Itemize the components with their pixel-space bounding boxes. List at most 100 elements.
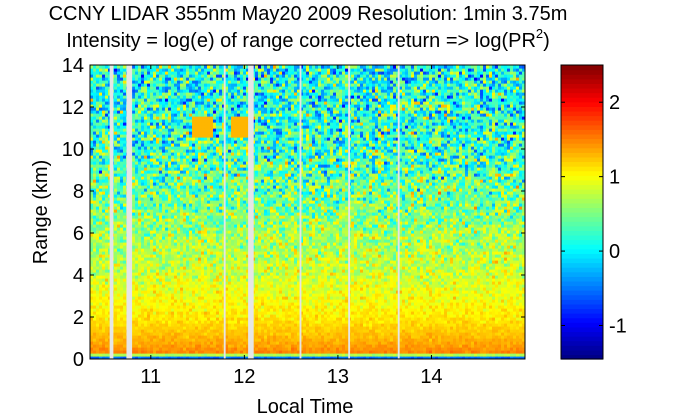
heatmap-cell xyxy=(450,317,454,321)
heatmap-cell xyxy=(252,302,256,306)
heatmap-cell xyxy=(156,320,160,324)
heatmap-cell xyxy=(240,311,244,315)
heatmap-cell xyxy=(429,341,433,345)
heatmap-cell xyxy=(180,344,184,348)
heatmap-cell xyxy=(132,353,136,357)
heatmap-cell xyxy=(150,296,154,300)
heatmap-cell xyxy=(300,308,304,312)
heatmap-cell xyxy=(159,296,163,300)
heatmap-cell xyxy=(219,302,223,306)
heatmap-cell xyxy=(132,347,136,351)
heatmap-cell xyxy=(273,308,277,312)
heatmap-cell xyxy=(405,329,409,333)
heatmap-cell xyxy=(432,320,436,324)
heatmap-cell xyxy=(360,314,364,318)
heatmap-cell xyxy=(393,308,397,312)
heatmap-cell xyxy=(372,308,376,312)
heatmap-cell xyxy=(255,311,259,315)
heatmap-cell xyxy=(339,338,343,342)
heatmap-cell xyxy=(144,347,148,351)
heatmap-cell xyxy=(294,326,298,330)
heatmap-cell xyxy=(117,308,121,312)
heatmap-cell xyxy=(252,326,256,330)
heatmap-cell xyxy=(417,326,421,330)
heatmap-cell xyxy=(477,314,481,318)
heatmap-cell xyxy=(375,356,379,359)
heatmap-cell xyxy=(117,302,121,306)
heatmap-cell xyxy=(390,317,394,321)
heatmap-cell xyxy=(501,356,505,359)
heatmap-cell xyxy=(456,305,460,309)
heatmap-cell xyxy=(375,308,379,312)
heatmap-cell xyxy=(291,320,295,324)
heatmap-cell xyxy=(159,356,163,359)
heatmap-cell xyxy=(291,335,295,339)
heatmap-cell xyxy=(195,353,199,357)
heatmap-cell xyxy=(513,344,517,348)
heatmap-cell xyxy=(486,341,490,345)
heatmap-cell xyxy=(423,341,427,345)
heatmap-cell xyxy=(474,296,478,300)
heatmap-cell xyxy=(522,302,525,306)
heatmap-cell xyxy=(420,314,424,318)
heatmap-cell xyxy=(465,302,469,306)
heatmap-cell xyxy=(189,332,193,336)
heatmap-cell xyxy=(489,314,493,318)
heatmap-cell xyxy=(507,356,511,359)
heatmap-cell xyxy=(141,353,145,357)
heatmap-cell xyxy=(123,299,127,303)
heatmap-cell xyxy=(429,326,433,330)
heatmap-cell xyxy=(255,314,259,318)
heatmap-cell xyxy=(276,344,280,348)
heatmap-cell xyxy=(315,341,319,345)
heatmap-cell xyxy=(342,344,346,348)
heatmap-cell xyxy=(369,353,373,357)
heatmap-cell xyxy=(135,335,139,339)
heatmap-cell xyxy=(270,314,274,318)
heatmap-cell xyxy=(147,353,151,357)
heatmap-cell xyxy=(450,314,454,318)
heatmap-cell xyxy=(183,299,187,303)
heatmap-cell xyxy=(387,314,391,318)
heatmap-cell xyxy=(498,308,502,312)
heatmap-cell xyxy=(381,353,385,357)
heatmap-cell xyxy=(312,326,316,330)
heatmap-cell xyxy=(225,350,229,354)
heatmap-cell xyxy=(186,329,190,333)
heatmap-cell xyxy=(231,293,235,297)
heatmap-cell xyxy=(306,308,310,312)
heatmap-cell xyxy=(213,305,217,309)
heatmap-cell xyxy=(411,296,415,300)
heatmap-cell xyxy=(489,320,493,324)
heatmap-cell xyxy=(207,347,211,351)
heatmap-cell xyxy=(459,314,463,318)
heatmap-cell xyxy=(339,341,343,345)
heatmap-cell xyxy=(432,347,436,351)
heatmap-cell xyxy=(435,302,439,306)
heatmap-cell xyxy=(240,323,244,327)
heatmap-cell xyxy=(510,311,514,315)
heatmap-cell xyxy=(318,314,322,318)
heatmap-cell xyxy=(369,320,373,324)
heatmap-cell xyxy=(513,329,517,333)
heatmap-cell xyxy=(384,296,388,300)
heatmap-cell xyxy=(231,341,235,345)
heatmap-cell xyxy=(510,338,514,342)
heatmap-cell xyxy=(297,323,301,327)
heatmap-cell xyxy=(498,296,502,300)
heatmap-cell xyxy=(213,356,217,359)
heatmap-cell xyxy=(261,293,265,297)
heatmap-cell xyxy=(495,299,499,303)
heatmap-cell xyxy=(432,296,436,300)
heatmap-cell xyxy=(468,308,472,312)
heatmap-cell xyxy=(276,341,280,345)
heatmap-cell xyxy=(426,308,430,312)
heatmap-cell xyxy=(447,353,451,357)
heatmap-cell xyxy=(453,341,457,345)
heatmap-cell xyxy=(402,323,406,327)
heatmap-cell xyxy=(315,332,319,336)
heatmap-cell xyxy=(117,335,121,339)
heatmap-cell xyxy=(489,299,493,303)
heatmap-cell xyxy=(120,329,124,333)
